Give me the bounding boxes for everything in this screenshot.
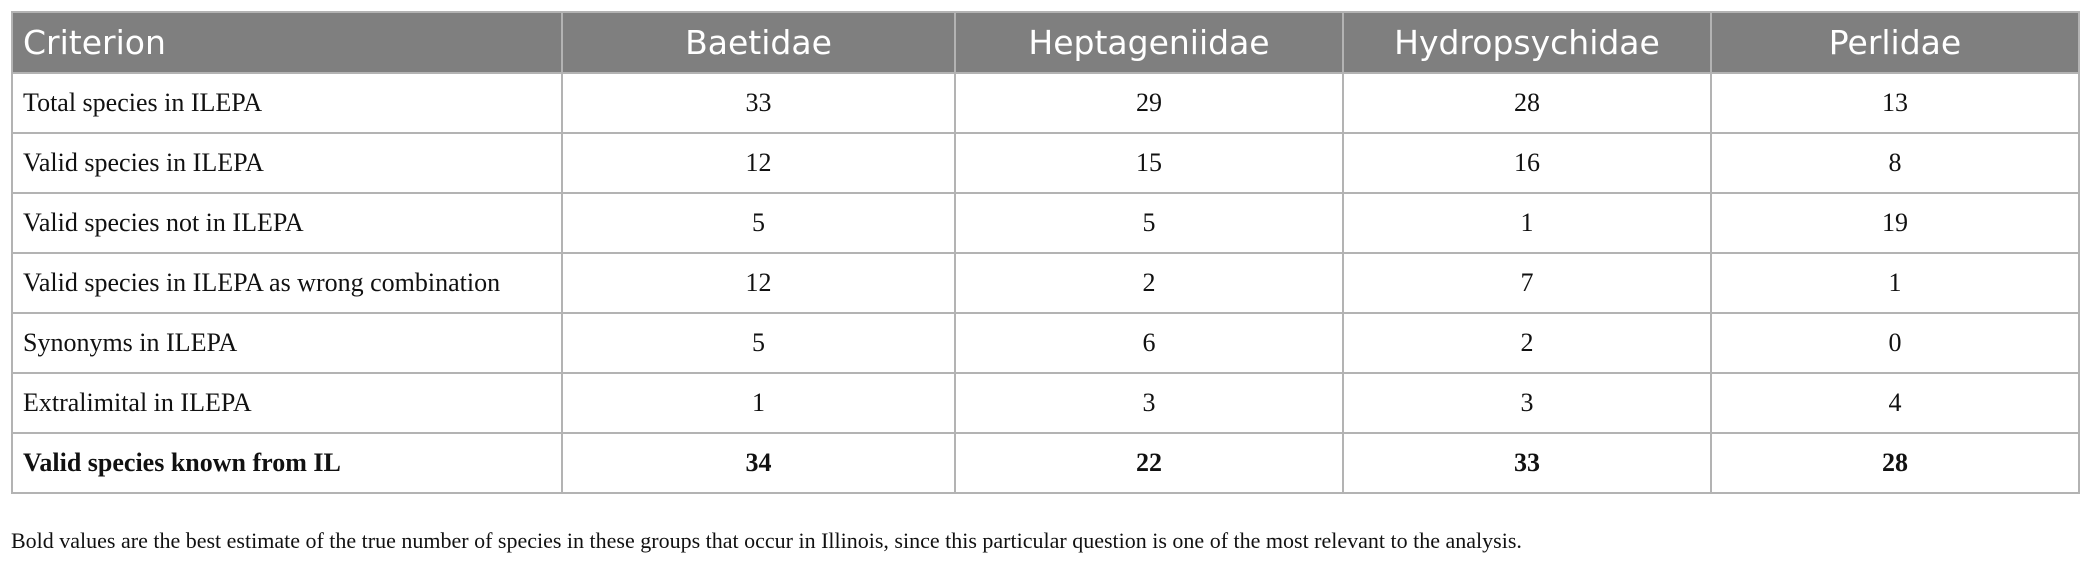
row-label: Total species in ILEPA: [11, 72, 563, 134]
table-cell: 5: [561, 192, 956, 254]
table-row: Synonyms in ILEPA 5 6 2 0: [11, 312, 2080, 374]
header-cell: Baetidae: [561, 11, 956, 74]
table-row: Valid species known from IL 34 22 33 28: [11, 432, 2080, 494]
table-body: Total species in ILEPA 33 29 28 13 Valid spec…: [11, 72, 2080, 494]
table-header: Criterion Baetidae Heptageniidae Hydropsych…: [11, 11, 2080, 74]
table-cell: 1: [1342, 192, 1712, 254]
header-cell: Heptageniidae: [954, 11, 1344, 74]
row-label: Valid species known from IL: [11, 432, 563, 494]
table-cell: 7: [1342, 252, 1712, 314]
table-cell: 15: [954, 132, 1344, 194]
table-cell: 33: [561, 72, 956, 134]
table-cell: 8: [1710, 132, 2080, 194]
table-cell: 12: [561, 132, 956, 194]
table-cell: 5: [954, 192, 1344, 254]
table-cell: 4: [1710, 372, 2080, 434]
row-label: Valid species not in ILEPA: [11, 192, 563, 254]
table-cell: 3: [954, 372, 1344, 434]
table-cell: 33: [1342, 432, 1712, 494]
footnote: Bold values are the best estimate of the…: [11, 528, 1522, 553]
table-cell: 16: [1342, 132, 1712, 194]
header-cell: Hydropsychidae: [1342, 11, 1712, 74]
table-cell: 1: [561, 372, 956, 434]
table-cell: 22: [954, 432, 1344, 494]
table-cell: 29: [954, 72, 1344, 134]
table-cell: 28: [1342, 72, 1712, 134]
table-row: Valid species not in ILEPA 5 5 1 19: [11, 192, 2080, 254]
row-label: Synonyms in ILEPA: [11, 312, 563, 374]
table-cell: 5: [561, 312, 956, 374]
table-cell: 3: [1342, 372, 1712, 434]
table-cell: 6: [954, 312, 1344, 374]
table-cell: 2: [954, 252, 1344, 314]
row-label: Valid species in ILEPA: [11, 132, 563, 194]
table-cell: 13: [1710, 72, 2080, 134]
table-cell: 1: [1710, 252, 2080, 314]
row-label: Valid species in ILEPA as wrong combinat…: [11, 252, 563, 314]
table-row: Extralimital in ILEPA 1 3 3 4: [11, 372, 2080, 434]
table-cell: 2: [1342, 312, 1712, 374]
table-row: Total species in ILEPA 33 29 28 13: [11, 72, 2080, 134]
header-cell: Criterion: [11, 11, 563, 74]
table-cell: 19: [1710, 192, 2080, 254]
data-table: Criterion Baetidae Heptageniidae Hydropsych…: [11, 11, 2080, 494]
header-cell: Perlidae: [1710, 11, 2080, 74]
table-cell: 12: [561, 252, 956, 314]
row-label: Extralimital in ILEPA: [11, 372, 563, 434]
header-row: Criterion Baetidae Heptageniidae Hydropsych…: [11, 11, 2080, 74]
table-cell: 28: [1710, 432, 2080, 494]
table-row: Valid species in ILEPA as wrong combinat…: [11, 252, 2080, 314]
table-row: Valid species in ILEPA 12 15 16 8: [11, 132, 2080, 194]
table-cell: 0: [1710, 312, 2080, 374]
table-cell: 34: [561, 432, 956, 494]
